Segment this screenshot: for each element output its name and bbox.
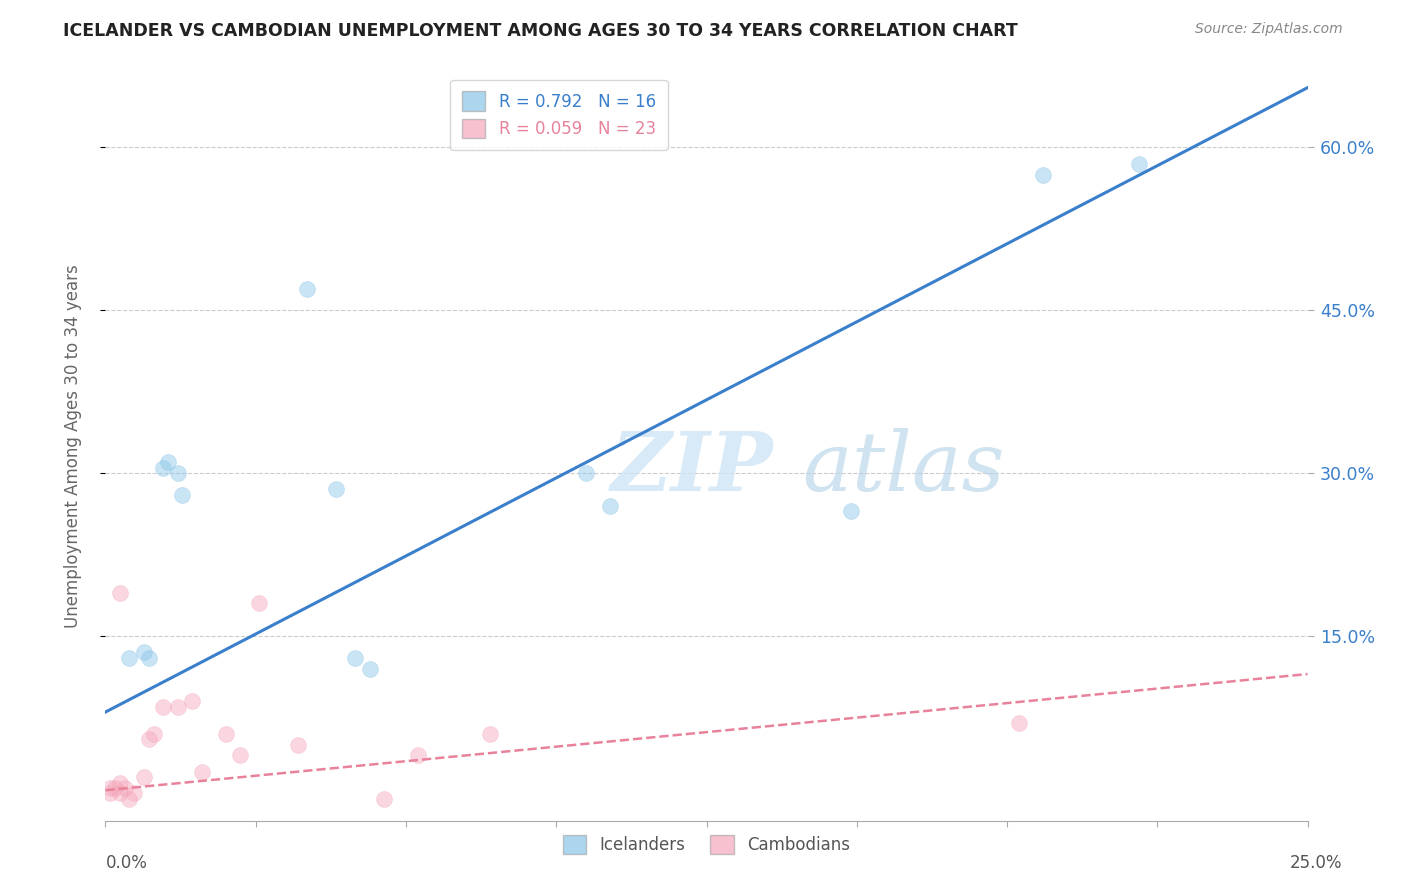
Point	[1128, 156, 1150, 170]
Point	[325, 483, 347, 497]
Point	[344, 650, 367, 665]
Point	[287, 738, 309, 752]
Text: 0.0%: 0.0%	[105, 855, 148, 872]
Point	[359, 662, 381, 676]
Point	[138, 650, 160, 665]
Point	[1008, 715, 1031, 730]
Point	[104, 780, 127, 795]
Point	[108, 787, 131, 801]
Point	[479, 727, 502, 741]
Point	[599, 499, 621, 513]
Point	[124, 787, 146, 801]
Point	[166, 466, 188, 480]
Point	[229, 748, 252, 763]
Point	[132, 645, 155, 659]
Point	[156, 455, 179, 469]
Point	[190, 764, 212, 779]
Point	[142, 727, 165, 741]
Point	[172, 488, 194, 502]
Point	[152, 460, 174, 475]
Y-axis label: Unemployment Among Ages 30 to 34 years: Unemployment Among Ages 30 to 34 years	[63, 264, 82, 628]
Point	[575, 466, 598, 480]
Legend: Icelanders, Cambodians: Icelanders, Cambodians	[557, 829, 856, 861]
Point	[297, 281, 319, 295]
Point	[132, 770, 155, 784]
Point	[166, 699, 188, 714]
Point	[138, 732, 160, 747]
Point	[1032, 168, 1054, 182]
Text: ZIP: ZIP	[610, 428, 773, 508]
Text: 25.0%: 25.0%	[1291, 855, 1343, 872]
Point	[114, 780, 136, 795]
Point	[214, 727, 236, 741]
Text: atlas: atlas	[803, 428, 1005, 508]
Point	[98, 787, 121, 801]
Point	[108, 585, 131, 599]
Point	[839, 504, 862, 518]
Point	[406, 748, 429, 763]
Point	[118, 792, 141, 806]
Point	[181, 694, 204, 708]
Point	[247, 597, 270, 611]
Point	[373, 792, 395, 806]
Point	[98, 780, 121, 795]
Text: Source: ZipAtlas.com: Source: ZipAtlas.com	[1195, 22, 1343, 37]
Point	[152, 699, 174, 714]
Point	[108, 775, 131, 789]
Point	[118, 650, 141, 665]
Text: ICELANDER VS CAMBODIAN UNEMPLOYMENT AMONG AGES 30 TO 34 YEARS CORRELATION CHART: ICELANDER VS CAMBODIAN UNEMPLOYMENT AMON…	[63, 22, 1018, 40]
